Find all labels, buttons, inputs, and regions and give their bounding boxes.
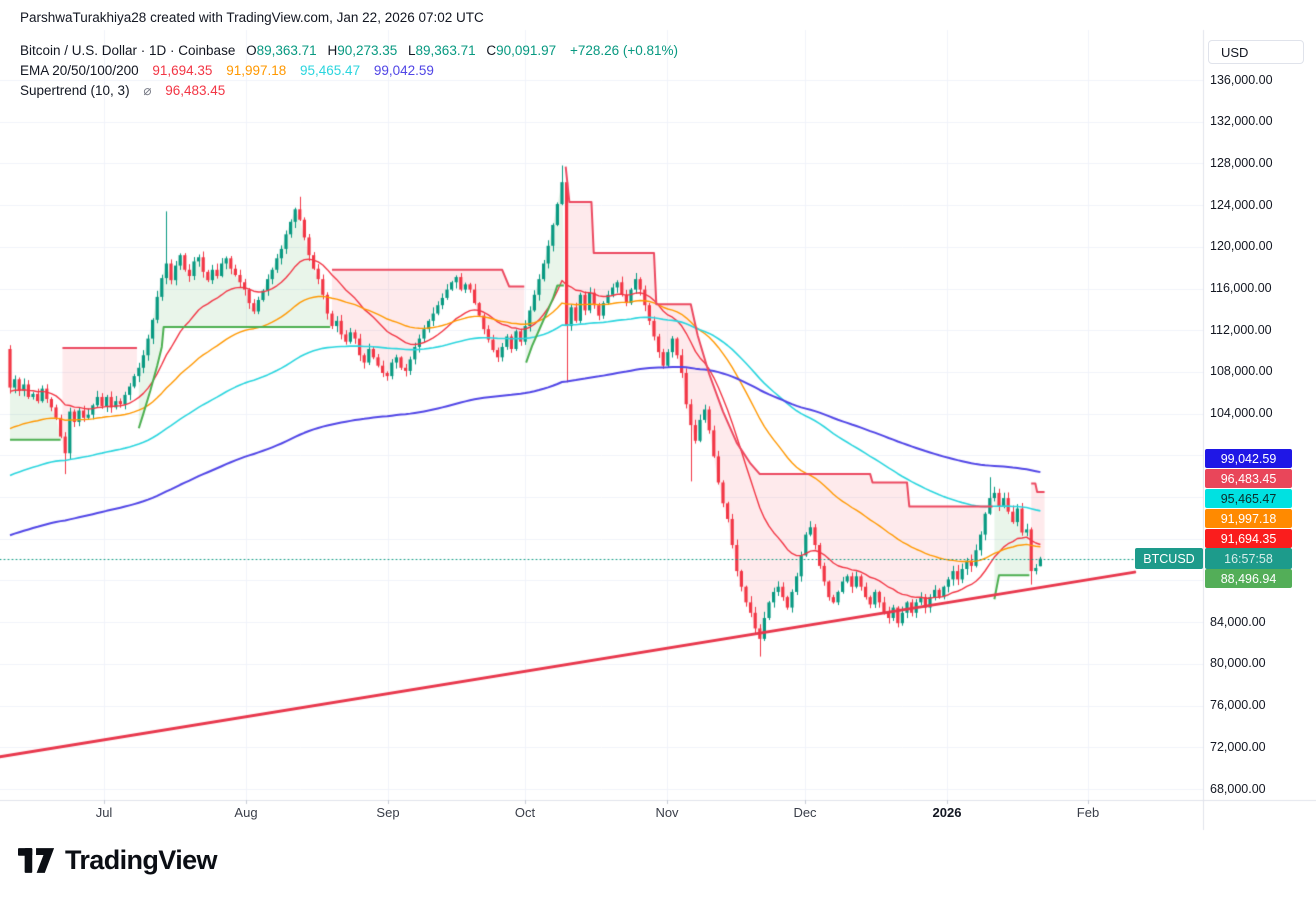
price-tick-label: 68,000.00 <box>1210 781 1266 796</box>
time-tick-label: Nov <box>655 805 679 820</box>
supertrend-up-badge: 88,496.94 <box>1205 569 1292 589</box>
ema50-badge: 91,997.18 <box>1205 509 1292 529</box>
price-tick-label: 124,000.00 <box>1210 197 1273 212</box>
high-value: 90,273.35 <box>337 43 398 58</box>
symbol-price-label: BTCUSD <box>1135 548 1203 570</box>
price-tick-label: 132,000.00 <box>1210 114 1273 129</box>
bar-countdown-label: 16:57:58 <box>1205 548 1292 570</box>
low-label: L <box>408 43 416 58</box>
currency-selector-button[interactable]: USD <box>1208 40 1304 64</box>
change-value: +728.26 (+0.81%) <box>569 43 679 58</box>
time-tick-label: Feb <box>1076 805 1100 820</box>
time-tick-label: Aug <box>234 805 258 820</box>
price-tick-label: 116,000.00 <box>1210 281 1272 296</box>
ema100-badge: 95,465.47 <box>1205 489 1292 509</box>
supertrend-legend-row[interactable]: Supertrend (10, 3) ⌀ 96,483.45 <box>20 81 678 101</box>
ema-label: EMA 20/50/100/200 <box>20 63 139 78</box>
symbol-legend-row[interactable]: Bitcoin / U.S. Dollar · 1D · Coinbase O8… <box>20 41 678 61</box>
close-value: 90,091.97 <box>496 43 557 58</box>
tradingview-logo[interactable]: TradingView <box>18 845 218 876</box>
price-tick-label: 104,000.00 <box>1210 406 1273 421</box>
time-tick-label: Sep <box>376 805 400 820</box>
price-tick-label: 136,000.00 <box>1210 72 1273 87</box>
ema-legend-row[interactable]: EMA 20/50/100/200 91,694.35 91,997.18 95… <box>20 61 678 81</box>
price-tick-label: 80,000.00 <box>1210 656 1266 671</box>
time-tick-label: Oct <box>514 805 536 820</box>
ema20-badge: 91,694.35 <box>1205 529 1292 549</box>
ema100-value: 95,465.47 <box>300 63 361 78</box>
tradingview-wordmark: TradingView <box>65 845 218 875</box>
supertrend-label: Supertrend (10, 3) <box>20 83 130 98</box>
ema50-value: 91,997.18 <box>226 63 287 78</box>
time-tick-label: 2026 <box>932 805 962 820</box>
price-tick-label: 112,000.00 <box>1210 322 1272 337</box>
open-label: O <box>246 43 257 58</box>
time-tick-label: Dec <box>793 805 817 820</box>
close-label: C <box>486 43 497 58</box>
high-label: H <box>327 43 338 58</box>
price-tick-label: 76,000.00 <box>1210 698 1266 713</box>
average-icon: ⌀ <box>143 83 152 98</box>
tradingview-logo-icon <box>18 846 56 875</box>
symbol-title: Bitcoin / U.S. Dollar · 1D · Coinbase <box>20 43 236 58</box>
time-tick-label: Jul <box>95 805 113 820</box>
price-tick-label: 72,000.00 <box>1210 739 1266 754</box>
chart-legend: Bitcoin / U.S. Dollar · 1D · Coinbase O8… <box>20 41 678 101</box>
supertrend-value: 96,483.45 <box>165 83 226 98</box>
open-value: 89,363.71 <box>256 43 317 58</box>
attribution-text: ParshwaTurakhiya28 created with TradingV… <box>20 10 484 25</box>
price-tick-label: 120,000.00 <box>1210 239 1273 254</box>
ema200-value: 99,042.59 <box>373 63 434 78</box>
ema200-badge: 99,042.59 <box>1205 449 1292 469</box>
supertrend-down-badge: 96,483.45 <box>1205 469 1292 489</box>
price-tick-label: 128,000.00 <box>1210 155 1273 170</box>
price-tick-label: 108,000.00 <box>1210 364 1273 379</box>
low-value: 89,363.71 <box>415 43 476 58</box>
ema20-value: 91,694.35 <box>152 63 213 78</box>
price-tick-label: 84,000.00 <box>1210 614 1266 629</box>
